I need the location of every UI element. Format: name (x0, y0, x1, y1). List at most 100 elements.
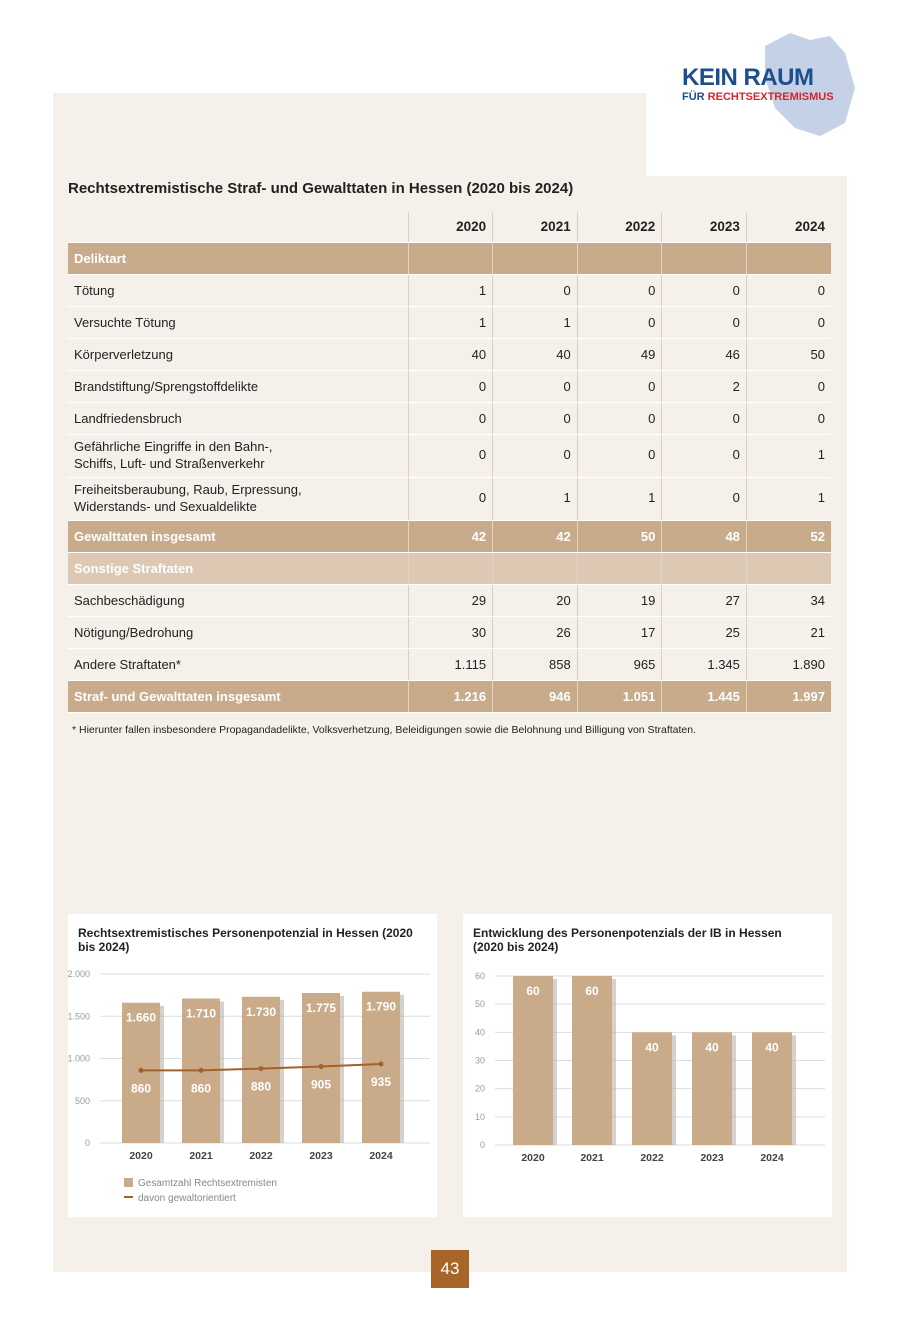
cell-value: 46 (661, 338, 747, 371)
x-tick-label: 2024 (369, 1150, 393, 1162)
bar-label: 40 (645, 1040, 659, 1054)
cell-value: 0 (745, 370, 831, 403)
x-tick-label: 2023 (700, 1152, 724, 1164)
logo-line2a: FÜR (682, 91, 708, 103)
y-tick-label: 40 (475, 1027, 485, 1037)
cell-value: 19 (576, 584, 662, 617)
cell-value: 0 (661, 477, 747, 521)
cell-value: 0 (492, 370, 578, 403)
cell-value: 40 (492, 338, 578, 371)
cell-value: 0 (745, 274, 831, 307)
cell-value: 0 (492, 434, 578, 478)
line-point (378, 1061, 384, 1067)
bar (513, 976, 553, 1145)
table-row: Nötigung/Bedrohung 30 26 17 25 21 (68, 616, 831, 649)
bar-label: 1.710 (186, 1007, 216, 1021)
cell-value: 1.115 (407, 648, 493, 681)
table-row: Gefährliche Eingriffe in den Bahn-, Schi… (68, 434, 831, 478)
legend-bar-label: Gesamtzahl Rechtsextremisten (138, 1178, 277, 1189)
bar (122, 1002, 160, 1143)
bar (752, 1032, 792, 1145)
year-header: 2020 (407, 212, 493, 243)
x-tick-label: 2024 (760, 1152, 784, 1164)
cell-value: 0 (745, 306, 831, 339)
table-row: Tötung 1 0 0 0 0 (68, 274, 831, 307)
row-label: Versuchte Tötung (68, 306, 409, 339)
cell-value: 0 (661, 306, 747, 339)
logo-line1: KEIN RAUM (682, 64, 814, 91)
cell-value (661, 242, 747, 275)
logo-line2: FÜR RECHTSEXTREMISMUS (682, 91, 834, 103)
bar-label: 60 (585, 984, 599, 998)
row-label: Sachbeschädigung (68, 584, 409, 617)
cell-value (745, 242, 831, 275)
table-row: Landfriedensbruch 0 0 0 0 0 (68, 402, 831, 435)
table-row: Körperverletzung 40 40 49 46 50 (68, 338, 831, 371)
cell-value: 0 (661, 434, 747, 478)
x-tick-label: 2021 (580, 1152, 604, 1164)
line-point (318, 1064, 324, 1070)
bar-label: 1.775 (306, 1001, 336, 1015)
legend-bar-swatch (124, 1178, 133, 1187)
chart1-svg: 0 500 1.000 1.500 2.000 1.660 2020 1.710 2021 1.7… (68, 969, 430, 1204)
legend-line-label: davon gewaltorientiert (138, 1193, 236, 1204)
y-tick-label: 10 (475, 1112, 485, 1122)
y-tick-label: 1.500 (68, 1011, 90, 1021)
line-label: 880 (251, 1080, 271, 1094)
cell-value: 1 (407, 306, 493, 339)
line-label: 860 (191, 1081, 211, 1095)
cell-value (407, 552, 493, 585)
line-label: 935 (371, 1075, 391, 1089)
cell-value: 0 (661, 402, 747, 435)
hessen-lion-icon (765, 33, 855, 136)
cell-value: 34 (745, 584, 831, 617)
bar-label: 60 (526, 984, 540, 998)
header-blank (68, 212, 409, 243)
cell-value: 946 (492, 680, 578, 713)
bar-label: 40 (705, 1040, 719, 1054)
footnote: * Hierunter fallen insbesondere Propagan… (72, 724, 697, 736)
row-label: Körperverletzung (68, 338, 409, 371)
x-tick-label: 2021 (189, 1150, 213, 1162)
cell-value (745, 552, 831, 585)
bar-label: 1.730 (246, 1005, 276, 1019)
row-label: Gewalttaten insgesamt (68, 520, 409, 553)
row-label: Deliktart (68, 242, 409, 275)
bar (632, 1032, 672, 1145)
row-label: Andere Straftaten* (68, 648, 409, 681)
row-label: Freiheitsberaubung, Raub, Erpressung, Wi… (68, 477, 409, 521)
x-tick-label: 2022 (640, 1152, 664, 1164)
logo: KEIN RAUM FÜR RECHTSEXTREMISMUS (670, 28, 870, 140)
bar-label: 1.790 (366, 1000, 396, 1014)
cell-value: 1 (492, 477, 578, 521)
y-tick-label: 0 (85, 1138, 90, 1148)
cell-value (492, 242, 578, 275)
table-title: Rechtsextremistische Straf- und Gewaltta… (68, 180, 574, 197)
x-tick-label: 2020 (129, 1150, 153, 1162)
bar-label: 40 (765, 1040, 779, 1054)
y-tick-label: 60 (475, 971, 485, 981)
year-header: 2021 (492, 212, 578, 243)
cell-value: 0 (492, 402, 578, 435)
cell-value: 0 (661, 274, 747, 307)
table-row: Andere Straftaten* 1.115 858 965 1.345 1.890 (68, 648, 831, 681)
year-header: 2022 (576, 212, 662, 243)
cell-value: 0 (492, 274, 578, 307)
bar (692, 1032, 732, 1145)
cell-value: 0 (576, 402, 662, 435)
cell-value (661, 552, 747, 585)
cell-value: 1.997 (745, 680, 831, 713)
cell-value: 965 (576, 648, 662, 681)
table-row: Sonstige Straftaten (68, 552, 831, 585)
table-row: Sachbeschädigung 29 20 19 27 34 (68, 584, 831, 617)
cell-value: 17 (576, 616, 662, 649)
row-label: Sonstige Straftaten (68, 552, 409, 585)
logo-line2b: RECHTSEXTREMISMUS (707, 91, 834, 103)
cell-value (576, 242, 662, 275)
cell-value: 25 (661, 616, 747, 649)
chart-personenpotenzial: Rechtsextremistisches Personenpotenzial … (68, 914, 437, 1217)
cell-value: 1.216 (407, 680, 493, 713)
y-tick-label: 20 (475, 1084, 485, 1094)
table-row: Gewalttaten insgesamt 42 42 50 48 52 (68, 520, 831, 553)
cell-value: 50 (745, 338, 831, 371)
